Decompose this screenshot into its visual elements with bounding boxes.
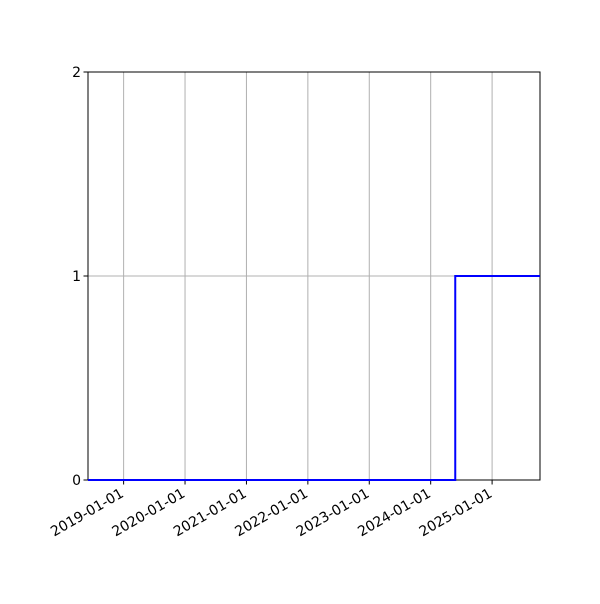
y-tick-label: 1: [72, 269, 81, 285]
y-tick-label: 2: [72, 65, 81, 81]
y-tick-label: 0: [72, 473, 81, 489]
data-line-step-series: [88, 275, 540, 481]
